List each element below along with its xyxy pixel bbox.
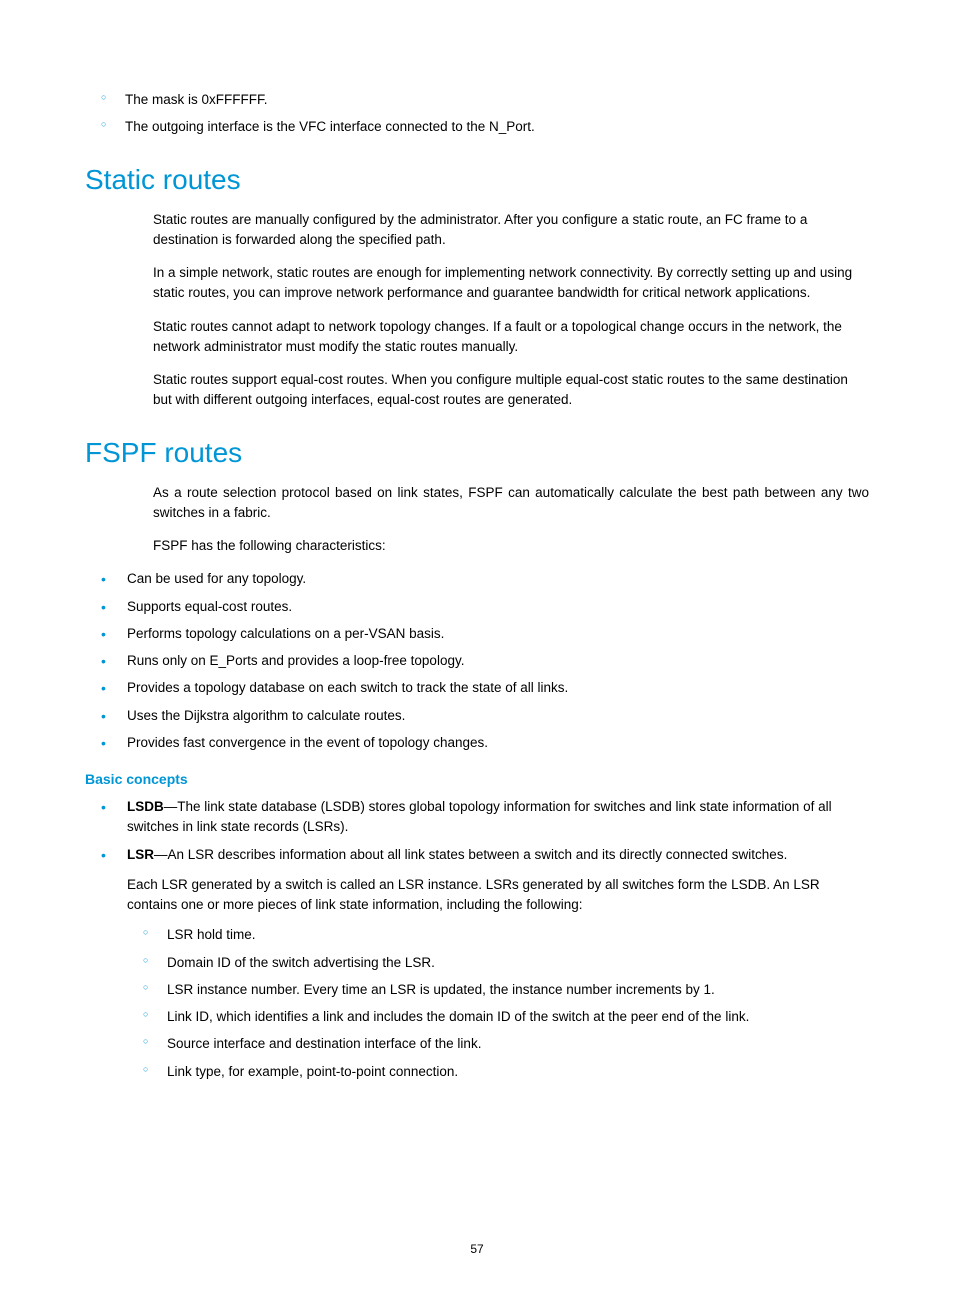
list-item: Can be used for any topology.	[113, 569, 869, 589]
term-lsr-text: —An LSR describes information about all …	[154, 847, 787, 862]
fspf-characteristics-list: Can be used for any topology. Supports e…	[85, 569, 869, 753]
list-item: The outgoing interface is the VFC interf…	[111, 117, 869, 137]
list-item: Runs only on E_Ports and provides a loop…	[113, 651, 869, 671]
list-item: Supports equal-cost routes.	[113, 597, 869, 617]
term-lsr: LSR	[127, 847, 154, 862]
paragraph: Static routes support equal-cost routes.…	[153, 370, 869, 411]
paragraph: Static routes cannot adapt to network to…	[153, 317, 869, 358]
paragraph: FSPF has the following characteristics:	[153, 536, 869, 556]
list-item: Provides a topology database on each swi…	[113, 678, 869, 698]
term-lsdb-text: —The link state database (LSDB) stores g…	[127, 799, 832, 834]
basic-concepts-list: LSDB—The link state database (LSDB) stor…	[85, 797, 869, 1082]
list-item: The mask is 0xFFFFFF.	[111, 90, 869, 110]
list-item: Link ID, which identifies a link and inc…	[153, 1007, 869, 1027]
term-lsdb: LSDB	[127, 799, 164, 814]
lsr-details-list: LSR hold time. Domain ID of the switch a…	[127, 925, 869, 1082]
heading-static-routes: Static routes	[85, 164, 869, 196]
list-item: LSR hold time.	[153, 925, 869, 945]
list-item: Performs topology calculations on a per-…	[113, 624, 869, 644]
page-number: 57	[0, 1242, 954, 1256]
content-area: The mask is 0xFFFFFF. The outgoing inter…	[85, 90, 869, 1082]
fspf-routes-body: As a route selection protocol based on l…	[85, 483, 869, 557]
list-item: Link type, for example, point-to-point c…	[153, 1062, 869, 1082]
paragraph: Each LSR generated by a switch is called…	[127, 875, 869, 916]
list-item: Uses the Dijkstra algorithm to calculate…	[113, 706, 869, 726]
paragraph: In a simple network, static routes are e…	[153, 263, 869, 304]
static-routes-body: Static routes are manually configured by…	[85, 210, 869, 411]
list-item: Domain ID of the switch advertising the …	[153, 953, 869, 973]
list-item-lsr: LSR—An LSR describes information about a…	[113, 845, 869, 1082]
heading-fspf-routes: FSPF routes	[85, 437, 869, 469]
list-item: Source interface and destination interfa…	[153, 1034, 869, 1054]
paragraph: As a route selection protocol based on l…	[153, 483, 869, 524]
list-item-lsdb: LSDB—The link state database (LSDB) stor…	[113, 797, 869, 838]
document-page: The mask is 0xFFFFFF. The outgoing inter…	[0, 0, 954, 1296]
heading-basic-concepts: Basic concepts	[85, 771, 869, 787]
list-item: LSR instance number. Every time an LSR i…	[153, 980, 869, 1000]
top-sublist: The mask is 0xFFFFFF. The outgoing inter…	[85, 90, 869, 138]
paragraph: Static routes are manually configured by…	[153, 210, 869, 251]
list-item: Provides fast convergence in the event o…	[113, 733, 869, 753]
